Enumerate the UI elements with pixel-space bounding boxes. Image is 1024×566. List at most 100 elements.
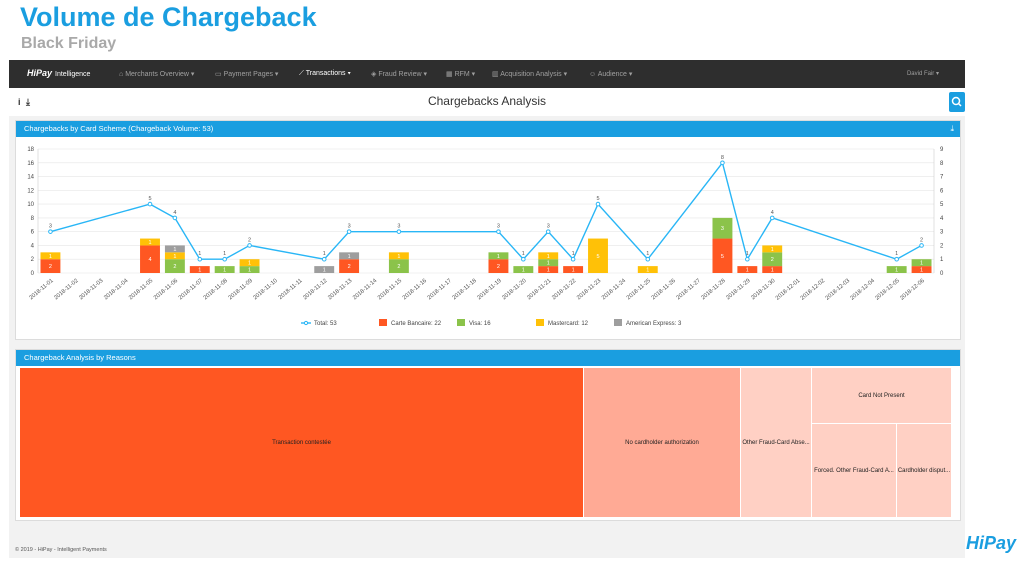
x-tick-label: 2018-12-03	[825, 278, 852, 302]
bar-label: 1	[646, 268, 649, 274]
bar-segment	[239, 266, 260, 273]
chart-panel: Chargebacks by Card Scheme (Chargeback V…	[15, 120, 961, 340]
nav-merchants-overview[interactable]: ⌂ Merchants Overview ▾	[119, 71, 195, 78]
bar-label: 1	[497, 254, 500, 260]
bar-segment	[637, 266, 658, 273]
bar-label: 2	[397, 264, 400, 270]
bar-segment	[40, 252, 61, 260]
treemap-label: Cardholder disput...	[897, 467, 951, 474]
nav-label: Audience ▾	[597, 71, 633, 78]
line-label: 1	[646, 251, 649, 257]
x-tick-label: 2018-11-06	[153, 278, 179, 301]
x-tick-label: 2018-12-05	[874, 278, 901, 302]
bar-label: 2	[348, 264, 351, 270]
treemap-cell[interactable]: No cardholder authorization	[584, 368, 741, 518]
y-tick-label: 8	[31, 216, 35, 222]
y-tick-label: 14	[27, 175, 34, 181]
treemap-cell[interactable]: Transaction contestée	[20, 368, 584, 518]
bar-label: 2	[771, 257, 774, 263]
treemap-cell[interactable]: Card Not Present	[812, 368, 952, 424]
bar-segment	[513, 266, 534, 273]
page-title: Chargebacks Analysis	[427, 94, 547, 108]
treemap-cell[interactable]: Other Fraud-Card Abse...	[741, 368, 812, 518]
x-tick-label: 2018-11-09	[228, 278, 254, 301]
x-tick-label: 2018-11-04	[103, 277, 130, 301]
treemap-cell[interactable]: Forced. Other Fraud-Card A...	[812, 424, 897, 518]
x-tick-label: 2018-11-07	[178, 278, 204, 301]
bar-segment	[488, 252, 509, 260]
line-point	[222, 256, 227, 262]
nav-transactions[interactable]: ⟋ Transactions ▾	[299, 70, 351, 77]
bar-segment	[588, 238, 608, 273]
nav-audience[interactable]: ☺ Audience ▾	[589, 71, 633, 78]
bar-label: 1	[198, 268, 201, 274]
line-point	[48, 229, 53, 234]
x-tick-label: 2018-11-12	[302, 278, 328, 301]
y2-tick-label: 6	[940, 188, 944, 194]
y-tick-label: 6	[31, 230, 35, 236]
legend-label: Total: 53	[314, 321, 337, 327]
treemap-panel: Chargeback Analysis by Reasons Transacti…	[15, 349, 961, 521]
nav-rfm[interactable]: ▦ RFM ▾	[446, 71, 476, 78]
line-label: 3	[397, 224, 400, 230]
bar-label: 5	[596, 254, 599, 260]
nav-fraud-review[interactable]: ◈ Fraud Review ▾	[371, 71, 427, 78]
line-label: 1	[223, 251, 226, 257]
line-label: 1	[746, 251, 749, 257]
legend-swatch	[379, 319, 387, 326]
bar-segment	[140, 245, 160, 273]
bar-segment	[712, 238, 733, 273]
x-tick-label: 2018-11-11	[278, 278, 304, 301]
y2-tick-label: 4	[940, 216, 944, 222]
slide-title: Volume de Chargeback	[20, 2, 317, 32]
treemap-panel-title: Chargeback Analysis by Reasons	[24, 353, 136, 362]
brand-name: HiPay	[27, 68, 53, 78]
bar-label: 1	[920, 268, 923, 274]
line-label: 4	[173, 210, 176, 216]
bar-segment	[911, 266, 932, 273]
bar-segment	[164, 252, 185, 260]
legend-swatch	[303, 320, 309, 326]
line-label: 3	[497, 224, 500, 230]
bar-label: 1	[771, 268, 774, 274]
user-menu[interactable]: David Fair ▾	[906, 71, 939, 77]
bar-label: 5	[721, 254, 724, 260]
download-icon[interactable]: ⤓	[950, 124, 954, 133]
x-tick-label: 2018-11-21	[526, 278, 552, 301]
bar-label: 1	[771, 247, 774, 253]
treemap-cell[interactable]: Cardholder disput...	[897, 424, 952, 518]
x-tick-label: 2018-11-14	[352, 277, 379, 301]
line-point	[894, 256, 899, 262]
line-point	[197, 256, 203, 262]
nav-label: RFM ▾	[454, 71, 476, 78]
bar-label: 3	[721, 226, 724, 232]
bar-segment	[388, 259, 409, 273]
x-tick-label: 2018-11-18	[452, 278, 478, 301]
brand-suffix: Intelligence	[55, 71, 91, 78]
bar-segment	[762, 266, 783, 273]
download-icon[interactable]: ⤓	[26, 97, 30, 107]
y-tick-label: 10	[27, 202, 34, 208]
bar-segment	[762, 245, 783, 253]
brand-logo[interactable]: HiPay Intelligence	[27, 68, 90, 78]
bar-segment	[737, 266, 758, 273]
nav-acquisition-analysis[interactable]: ▥ Acquisition Analysis ▾	[492, 71, 568, 78]
y-tick-label: 4	[31, 243, 35, 249]
bar-segment	[164, 259, 185, 273]
x-tick-label: 2018-11-05	[128, 278, 154, 301]
y-tick-label: 16	[27, 161, 34, 167]
nav-payment-pages[interactable]: ▭ Payment Pages ▾	[215, 71, 279, 78]
toolbar: i ⤓ Chargebacks Analysis	[9, 88, 965, 116]
bar-label: 1	[248, 261, 251, 267]
x-tick-label: 2018-11-15	[377, 278, 403, 301]
nav-label: Acquisition Analysis ▾	[500, 71, 568, 78]
info-icon[interactable]: i	[18, 97, 21, 107]
treemap-label: Other Fraud-Card Abse...	[742, 439, 810, 446]
treemap-label: Card Not Present	[858, 392, 905, 399]
search-button[interactable]	[949, 92, 965, 112]
y2-tick-label: 1	[940, 257, 944, 263]
x-tick-label: 2018-11-20	[501, 278, 527, 301]
bar-label: 1	[223, 268, 226, 274]
bar-segment	[164, 245, 185, 253]
bar-label: 1	[173, 247, 176, 253]
